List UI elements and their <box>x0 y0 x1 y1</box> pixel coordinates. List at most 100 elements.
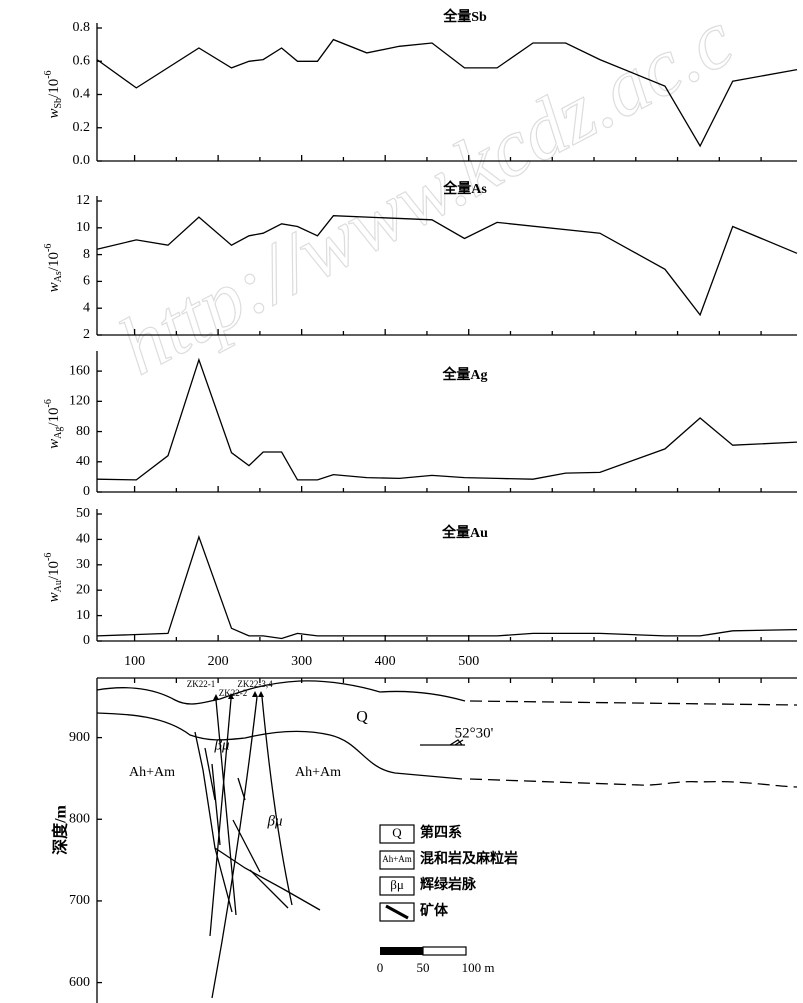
y-axis-label: wAu/10-6 <box>43 553 64 603</box>
surface-line <box>96 680 466 705</box>
y-tick-label: 10 <box>76 220 90 235</box>
base-q-line <box>96 712 463 780</box>
x-tick-label: 100 <box>124 654 145 669</box>
dike <box>232 819 261 873</box>
data-line <box>96 215 798 317</box>
y-label-sub: Ag <box>53 427 64 439</box>
drill-collar <box>258 691 264 697</box>
y-tick-label: 40 <box>76 454 90 469</box>
x-tick-label: 300 <box>291 654 312 669</box>
legend-box <box>379 824 415 844</box>
y-tick-label: 0.2 <box>73 120 91 135</box>
legend-symbol: βμ <box>390 877 404 892</box>
section-label: βμ <box>267 813 283 829</box>
y-label-symbol: w <box>46 109 62 119</box>
scale-white <box>422 946 467 956</box>
ore-body <box>249 869 289 909</box>
y-tick-label: 160 <box>69 363 90 378</box>
y-label-sub: Au <box>53 580 64 592</box>
watermark: http://www.kcdz.ac.c <box>105 0 748 392</box>
strike-symbol <box>420 739 465 746</box>
y-label-sup: -6 <box>43 244 54 252</box>
y-label-sup: -6 <box>43 70 54 78</box>
legend-symbol: Ah+Am <box>382 854 412 864</box>
x-tick-label: 200 <box>208 654 229 669</box>
section-label: Ah+Am <box>295 765 341 780</box>
y-tick-label: 120 <box>69 394 90 409</box>
drill-hole <box>215 699 237 916</box>
y-axis-label: wAg/10-6 <box>43 399 64 449</box>
scale-label: 50 <box>417 960 430 975</box>
y-axis-label: wAs/10-6 <box>43 244 64 293</box>
ore-body <box>214 847 233 913</box>
y-tick-label: 800 <box>69 811 90 826</box>
legend-label: 第四系 <box>420 824 462 841</box>
section-label: ZK22-1 <box>187 679 216 689</box>
y-label-symbol: w <box>46 282 62 292</box>
scale-label: 100 m <box>462 960 495 975</box>
section-label: 52°30' <box>455 725 494 741</box>
y-tick-label: 50 <box>76 506 90 521</box>
section-label: ZK22-2 <box>219 688 248 698</box>
section-label: βμ <box>214 737 230 753</box>
y-tick-label: 0.0 <box>73 153 91 168</box>
section-label: Ah+Am <box>129 765 175 780</box>
ore-body <box>194 731 321 911</box>
y-tick-label: 10 <box>76 608 90 623</box>
panel-title: 全量As <box>442 180 487 197</box>
y-tick-label: 12 <box>76 193 90 208</box>
legend-label: 混和岩及麻粒岩 <box>420 850 518 867</box>
y-tick-label: 600 <box>69 975 90 990</box>
y-tick-label: 0.8 <box>73 20 91 35</box>
ore-body <box>211 763 221 846</box>
y-tick-label: 900 <box>69 730 90 745</box>
y-tick-label: 0.6 <box>73 53 91 68</box>
legend-ore <box>385 904 409 920</box>
drill-collar <box>252 691 258 697</box>
drill-hole <box>209 698 232 937</box>
y-tick-label: 0.4 <box>73 87 91 102</box>
data-line <box>96 357 798 481</box>
scale-black <box>380 947 423 955</box>
x-tick-label: 400 <box>375 654 396 669</box>
y-label-sub: As <box>53 271 64 282</box>
base-q-dashed <box>469 778 798 788</box>
y-tick-label: 40 <box>76 532 90 547</box>
y-tick-label: 20 <box>76 582 90 597</box>
x-tick-label: 500 <box>458 654 479 669</box>
scale-label: 0 <box>377 960 384 975</box>
y-label-unit: /10 <box>46 79 62 98</box>
y-tick-label: 2 <box>83 327 90 342</box>
y-label-unit: /10 <box>46 252 62 271</box>
y-tick-label: 8 <box>83 247 90 262</box>
y-label-sub: Sb <box>53 98 64 109</box>
dike <box>237 777 246 801</box>
y-label-symbol: w <box>46 592 62 602</box>
surface-dashed <box>469 700 798 706</box>
data-line <box>96 38 798 148</box>
dike <box>204 747 216 801</box>
y-tick-label: 30 <box>76 557 90 572</box>
legend-box <box>379 850 415 870</box>
panel-title: 全量Au <box>441 524 488 541</box>
y-tick-label: 4 <box>83 300 90 315</box>
drill-collar <box>213 694 219 700</box>
y-label-sup: -6 <box>43 399 54 407</box>
legend-symbol: Q <box>392 825 402 840</box>
legend-box <box>379 876 415 896</box>
y-axis-label: wSb/10-6 <box>43 70 64 118</box>
y-axis-label: 深度/m <box>51 804 70 854</box>
legend-label: 矿体 <box>420 902 449 919</box>
y-tick-label: 0 <box>83 633 90 648</box>
y-label-unit: /10 <box>46 561 62 580</box>
drill-hole <box>211 696 258 999</box>
data-line <box>96 534 798 640</box>
section-label: Q <box>356 709 368 726</box>
y-tick-label: 0 <box>83 484 90 499</box>
y-label-sup: -6 <box>43 553 54 561</box>
legend-label: 辉绿岩脉 <box>420 876 477 893</box>
y-label-unit: /10 <box>46 407 62 426</box>
legend-box <box>379 902 415 922</box>
panel-title: 全量Ag <box>441 366 487 383</box>
